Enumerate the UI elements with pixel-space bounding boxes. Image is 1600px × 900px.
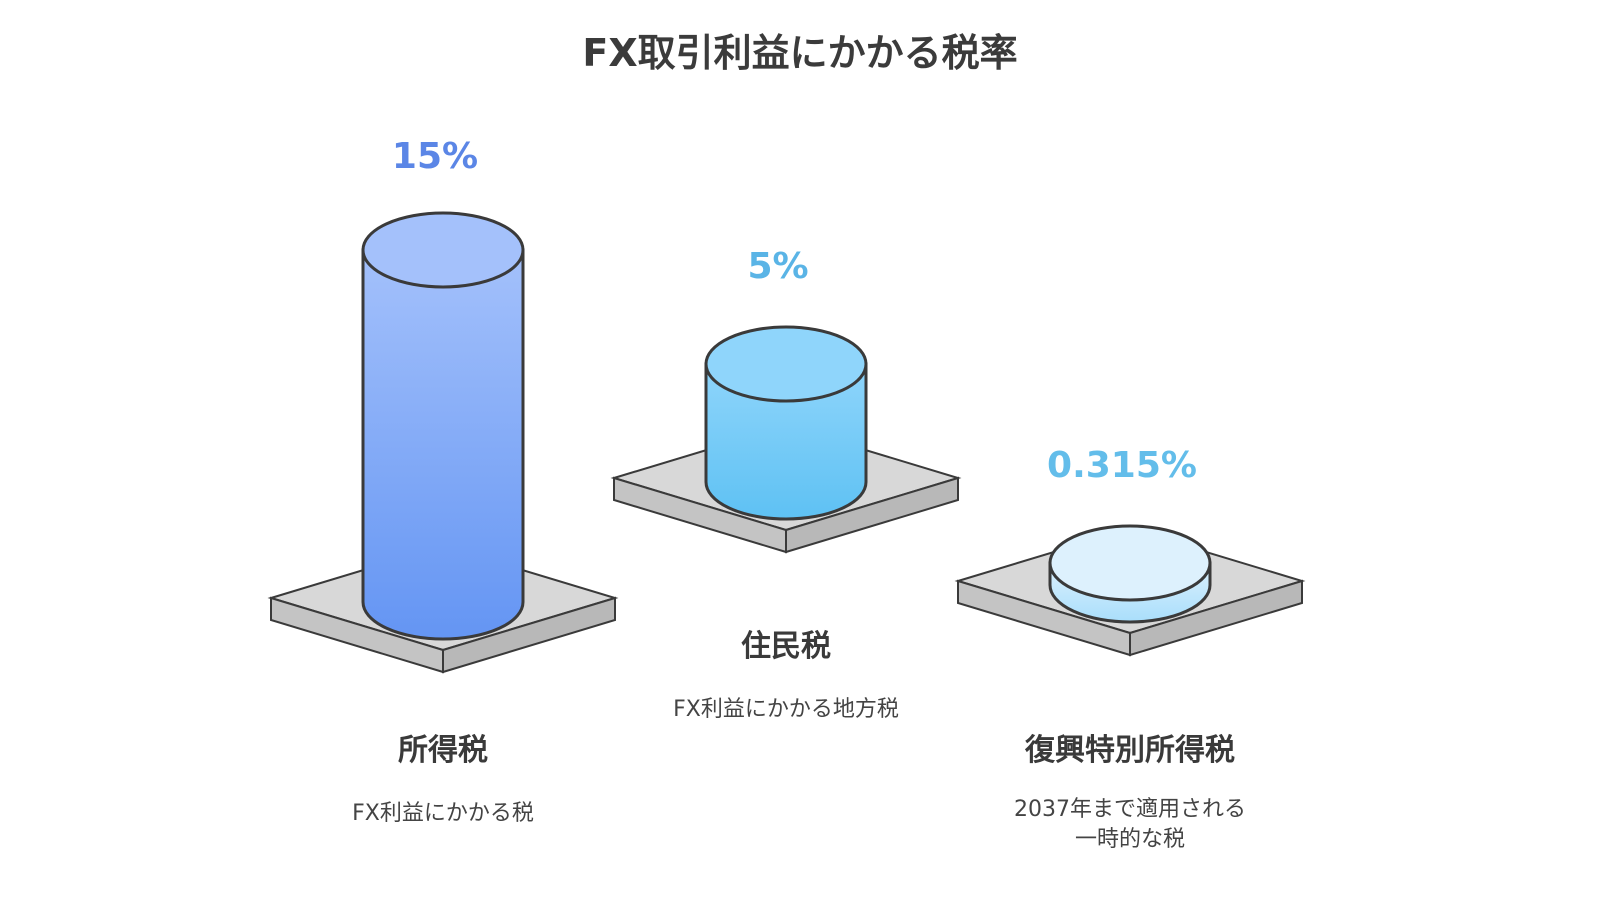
description-3-2: 一時的な税 <box>1075 827 1185 852</box>
bar-top-2 <box>704 325 868 403</box>
value-label-1: 15% <box>392 136 478 177</box>
platform-right-3 <box>1129 579 1303 657</box>
platform-right-1 <box>442 596 616 674</box>
category-label-1: 所得税 <box>398 733 488 768</box>
description-1-1: FX利益にかかる税 <box>352 801 534 826</box>
platform-right-2 <box>785 476 959 554</box>
bar-top-3 <box>1048 524 1212 602</box>
labels-layer: 15% 所得税 FX利益にかかる税 5% 住民税 FX利益にかかる地方税 0.315% 復興特… <box>352 136 1246 852</box>
description-2-1: FX利益にかかる地方税 <box>673 697 899 722</box>
bar-group-3 <box>954 524 1306 657</box>
category-label-2: 住民税 <box>741 629 831 664</box>
description-3-1: 2037年まで適用される <box>1014 797 1246 822</box>
bar-top-1 <box>361 211 525 289</box>
category-label-3: 復興特別所得税 <box>1024 733 1235 768</box>
bar-group-1 <box>267 211 619 674</box>
value-label-3: 0.315% <box>1047 445 1197 486</box>
bars-layer <box>267 211 1306 674</box>
bar-1 <box>361 248 525 641</box>
chart-title: FX取引利益にかかる税率 <box>582 31 1017 75</box>
value-label-2: 5% <box>747 246 808 287</box>
bar-2 <box>704 362 868 521</box>
bar-group-2 <box>610 325 962 554</box>
